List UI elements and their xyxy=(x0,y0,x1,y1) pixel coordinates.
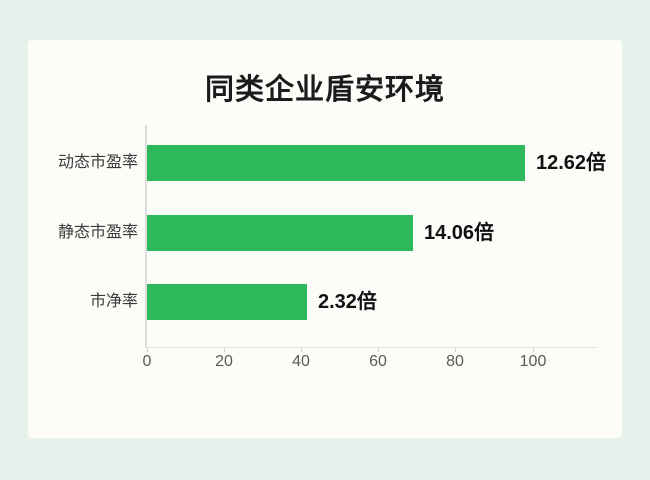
x-axis-tick-label: 80 xyxy=(446,353,464,370)
bar-value-label: 12.62倍 xyxy=(536,152,607,174)
bar xyxy=(147,215,413,251)
category-label: 动态市盈率 xyxy=(57,154,138,171)
bar xyxy=(147,284,307,320)
plot-area: 动态市盈率 12.62倍静态市盈率 14.06倍市净率 2.32倍 0 20 40 60 80… xyxy=(28,40,622,438)
chart-title: 同类企业盾安环境 xyxy=(204,74,445,106)
x-axis-tick-label: 100 xyxy=(519,353,547,370)
x-axis-tick-mark xyxy=(533,348,534,352)
x-axis-tick-mark xyxy=(224,348,225,352)
bar-value-label: 14.06倍 xyxy=(424,222,495,244)
x-axis-tick-mark xyxy=(147,348,148,352)
x-axis-tick-label: 60 xyxy=(369,353,387,370)
x-axis-tick-label: 0 xyxy=(142,353,152,370)
x-axis-tick-label: 20 xyxy=(215,353,233,370)
x-axis-tick-mark xyxy=(455,348,456,352)
x-axis-tick-mark xyxy=(301,348,302,352)
category-label: 静态市盈率 xyxy=(57,224,138,241)
y-axis-line xyxy=(145,125,147,348)
x-axis-tick-label: 40 xyxy=(292,353,310,370)
bar-value-label: 2.32倍 xyxy=(318,291,377,313)
x-axis-line xyxy=(146,347,597,348)
bar xyxy=(147,145,525,181)
chart-card: 同类企业盾安环境 动态市盈率 12.62倍静态市盈率 14.06倍市净率 2.32倍 … xyxy=(28,40,622,438)
category-label: 市净率 xyxy=(89,293,138,310)
x-axis-tick-mark xyxy=(378,348,379,352)
